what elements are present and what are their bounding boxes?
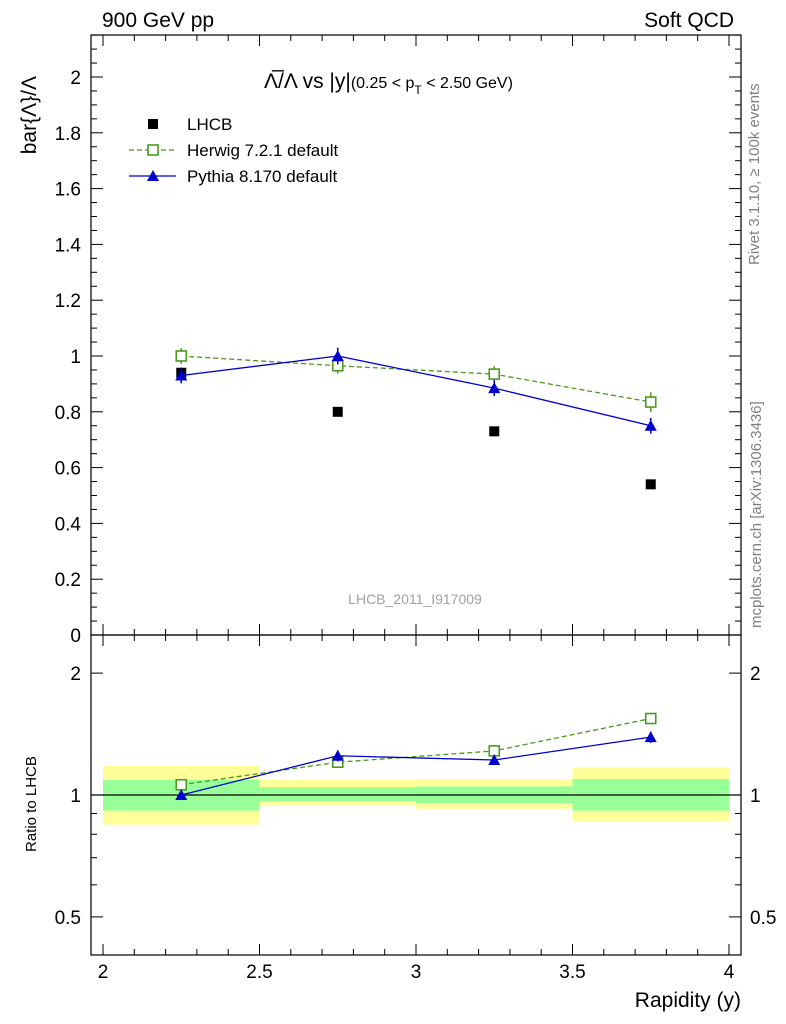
main-point-lhcb	[645, 479, 656, 490]
main-y-tick-label: 1.2	[55, 291, 81, 312]
chart-title: Λ̅/Λ vs |y|(0.25 < pT < 2.50 GeV)	[264, 70, 513, 97]
ratio-x-tick-label: 2	[98, 962, 109, 983]
ratio-x-tick-label: 2.5	[246, 962, 272, 983]
main-panel: 0 0.2 0.4 0.6 0.8 1 1.2 1.4 1.6 1.8 2 bar{Λ}/Λ LHCB_…	[18, 34, 742, 647]
ratio-y-axis-label: Ratio to LHCB	[23, 756, 40, 852]
legend-marker-lhcb	[148, 119, 158, 129]
main-y-tick-label: 1.4	[55, 235, 82, 256]
main-point-lhcb	[332, 406, 343, 417]
legend-label-herwig-7-2-1-default: Herwig 7.2.1 default	[187, 141, 338, 160]
main-y-tick-label: 1.8	[55, 124, 81, 145]
main-y-tick-label: 0.8	[55, 403, 81, 424]
legend-label-pythia-8-170-default: Pythia 8.170 default	[187, 167, 338, 186]
ratio-y-tick-label-right: 0.5	[750, 908, 776, 929]
ratio-y-tick-label: 0.5	[55, 908, 81, 929]
main-point-pythia-8-170-default	[175, 369, 188, 381]
main-line-herwig-7-2-1-default	[181, 355, 651, 403]
main-y-tick-label: 1	[70, 347, 81, 368]
title-sub-index: T	[414, 83, 422, 97]
main-point-herwig-7-2-1-default	[488, 368, 501, 380]
main-point-pythia-8-170-default	[644, 419, 657, 431]
ratio-point-pythia-8-170-default	[331, 749, 344, 761]
main-y-tick-label: 1.6	[55, 180, 81, 201]
main-point-herwig-7-2-1-default	[175, 350, 188, 362]
main-point-pythia-8-170-default	[331, 350, 344, 361]
ratio-y-tick-label: 2	[70, 664, 81, 685]
legend-marker-pythia-8-170-default	[147, 170, 159, 181]
ratio-y-tick-label-right: 2	[750, 664, 761, 685]
legend-marker-herwig-7-2-1-default	[147, 144, 159, 156]
main-line-pythia-8-170-default	[181, 355, 651, 427]
main-y-axis-label: bar{Λ}/Λ	[18, 76, 41, 154]
title-main: Λ̅/Λ vs |y|	[264, 70, 351, 93]
main-point-lhcb	[489, 426, 500, 437]
x-axis-label: Rapidity (y)	[635, 989, 741, 1012]
ratio-line-pythia-8-170-default	[181, 736, 651, 796]
ratio-panel: 2 2.5 3 3.5 4 0.5 0.5 1 1 2 2 Ratio to LHCB Rapidity…	[23, 634, 776, 1012]
main-point-herwig-7-2-1-default	[644, 396, 657, 408]
header-right-label: Soft QCD	[644, 9, 734, 32]
main-y-tick-label: 0	[70, 626, 81, 647]
ratio-x-tick-label: 4	[724, 962, 735, 983]
ratio-point-herwig-7-2-1-default	[175, 778, 188, 791]
ratio-x-tick-label: 3.5	[559, 962, 585, 983]
ratio-line-herwig-7-2-1-default	[181, 717, 651, 786]
analysis-watermark: LHCB_2011_I917009	[348, 591, 482, 607]
ratio-y-tick-label-right: 1	[750, 786, 761, 807]
ratio-x-tick-label: 3	[411, 962, 422, 983]
title-sub: (0.25 < p	[351, 75, 415, 92]
main-y-tick-label: 0.4	[55, 514, 82, 535]
main-y-tick-label: 0.2	[55, 570, 81, 591]
ratio-y-tick-label: 1	[70, 786, 81, 807]
ratio-point-pythia-8-170-default	[488, 754, 501, 766]
ratio-point-pythia-8-170-default	[644, 731, 657, 743]
ratio-point-herwig-7-2-1-default	[644, 712, 657, 725]
main-point-pythia-8-170-default	[488, 382, 501, 394]
legend-label-lhcb: LHCB	[187, 115, 232, 134]
ratio-point-pythia-8-170-default	[175, 789, 188, 800]
main-y-tick-label: 2	[70, 68, 81, 89]
title-sub-tail: < 2.50 GeV)	[422, 75, 513, 92]
ratio-inner-band	[259, 787, 416, 802]
main-y-tick-label: 0.6	[55, 459, 81, 480]
header-left-label: 900 GeV pp	[102, 9, 215, 32]
